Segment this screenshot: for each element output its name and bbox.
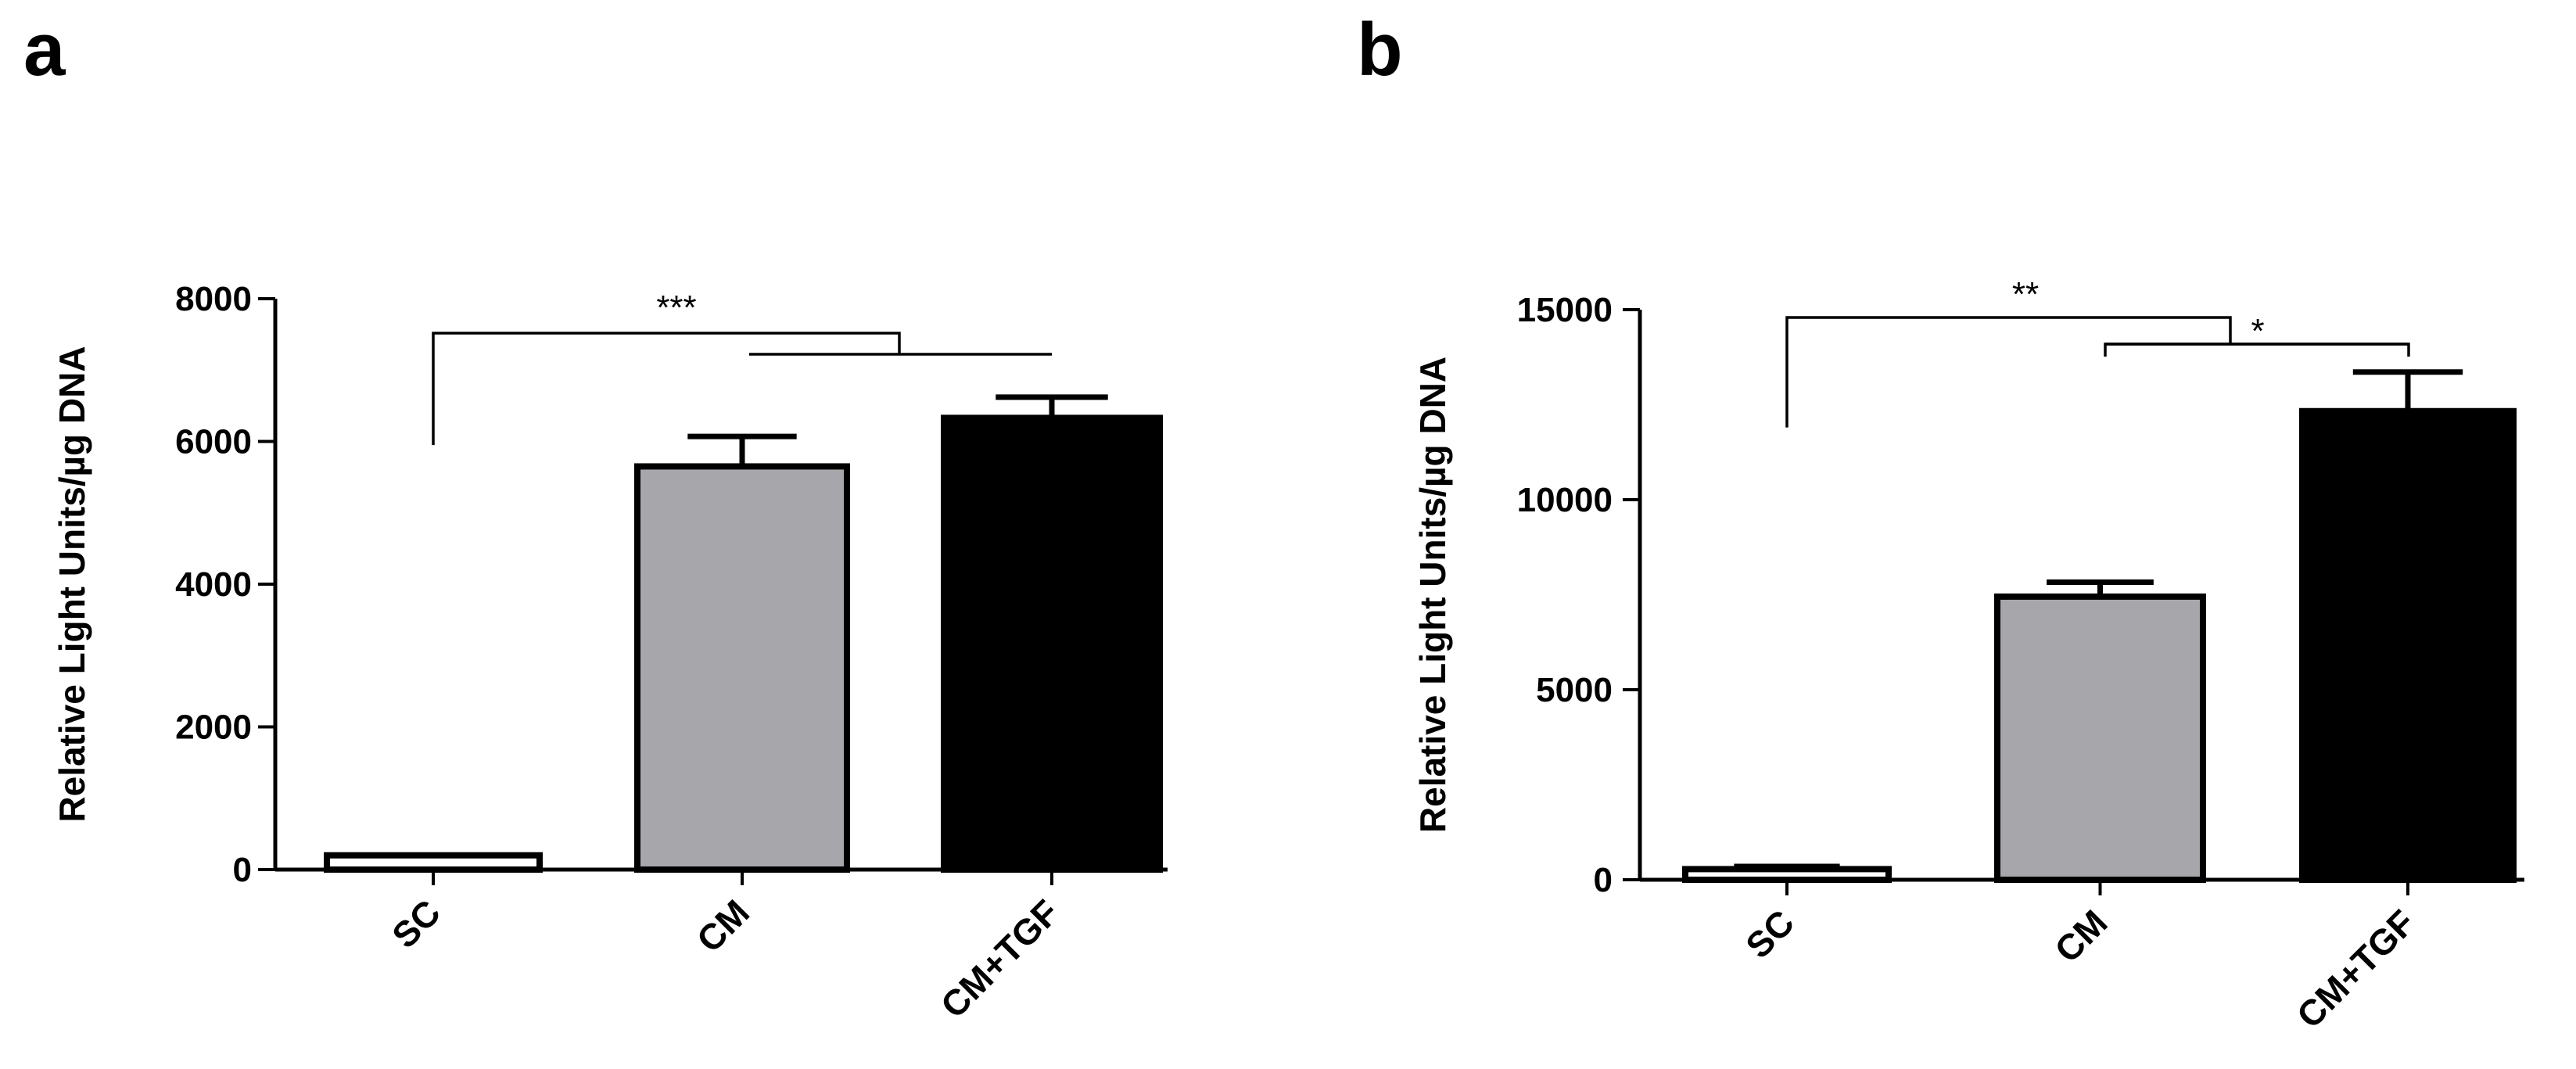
panel-a-letter: a (23, 8, 66, 91)
significance-bracket-panel-b-1 (2104, 343, 2410, 357)
bar-panel-b-cm (1994, 593, 2206, 883)
bar-panel-b-cm-tgf (2299, 407, 2517, 883)
panel-b-chart: SC CM CM+TGF 0 5000 10000 15000 Relative Light … (1412, 275, 2524, 1036)
significance-label-panel-a-0: *** (656, 289, 696, 327)
y-tick-label-panel-a-2: 4000 (175, 565, 252, 604)
y-tick-label-panel-b-0: 0 (1594, 861, 1613, 899)
y-tick-label-panel-b-2: 10000 (1517, 481, 1613, 519)
y-tick-label-panel-b-1: 5000 (1536, 671, 1613, 709)
significance-bracket-panel-b-0 (1785, 316, 2232, 428)
bar-panel-a-cm-tgf (941, 414, 1163, 873)
y-axis-title-panel-b: Relative Light Units/µg DNA (1412, 357, 1453, 833)
x-tick-label-panel-b-2: CM+TGF (2289, 902, 2423, 1035)
panel-a-chart: SC CM CM+TGF 0 2000 4000 6000 8000 Relative Ligh… (52, 280, 1168, 1026)
bar-panel-a-cm (634, 463, 850, 873)
x-tick-label-panel-b-0: SC (1738, 902, 1802, 966)
bar-panel-a-sc (324, 852, 543, 873)
y-tick-label-panel-b-3: 15000 (1517, 291, 1613, 329)
significance-label-panel-b-1: * (2251, 312, 2264, 350)
x-tick-label-panel-a-2: CM+TGF (933, 891, 1067, 1025)
significance-bracket-panel-a-0 (432, 332, 901, 446)
y-tick-label-panel-a-3: 6000 (175, 423, 252, 461)
significance-label-panel-b-0: ** (2012, 275, 2039, 314)
y-tick-label-panel-a-0: 0 (233, 851, 252, 889)
y-tick-label-panel-a-4: 8000 (175, 280, 252, 318)
x-tick-label-panel-a-1: CM (689, 891, 757, 960)
x-tick-label-panel-b-1: CM (2047, 902, 2115, 970)
y-axis-title-panel-a: Relative Light Units/µg DNA (52, 346, 92, 822)
panel-b-letter: b (1357, 8, 1403, 91)
x-tick-label-panel-a-0: SC (384, 891, 448, 956)
y-tick-label-panel-a-1: 2000 (175, 708, 252, 747)
